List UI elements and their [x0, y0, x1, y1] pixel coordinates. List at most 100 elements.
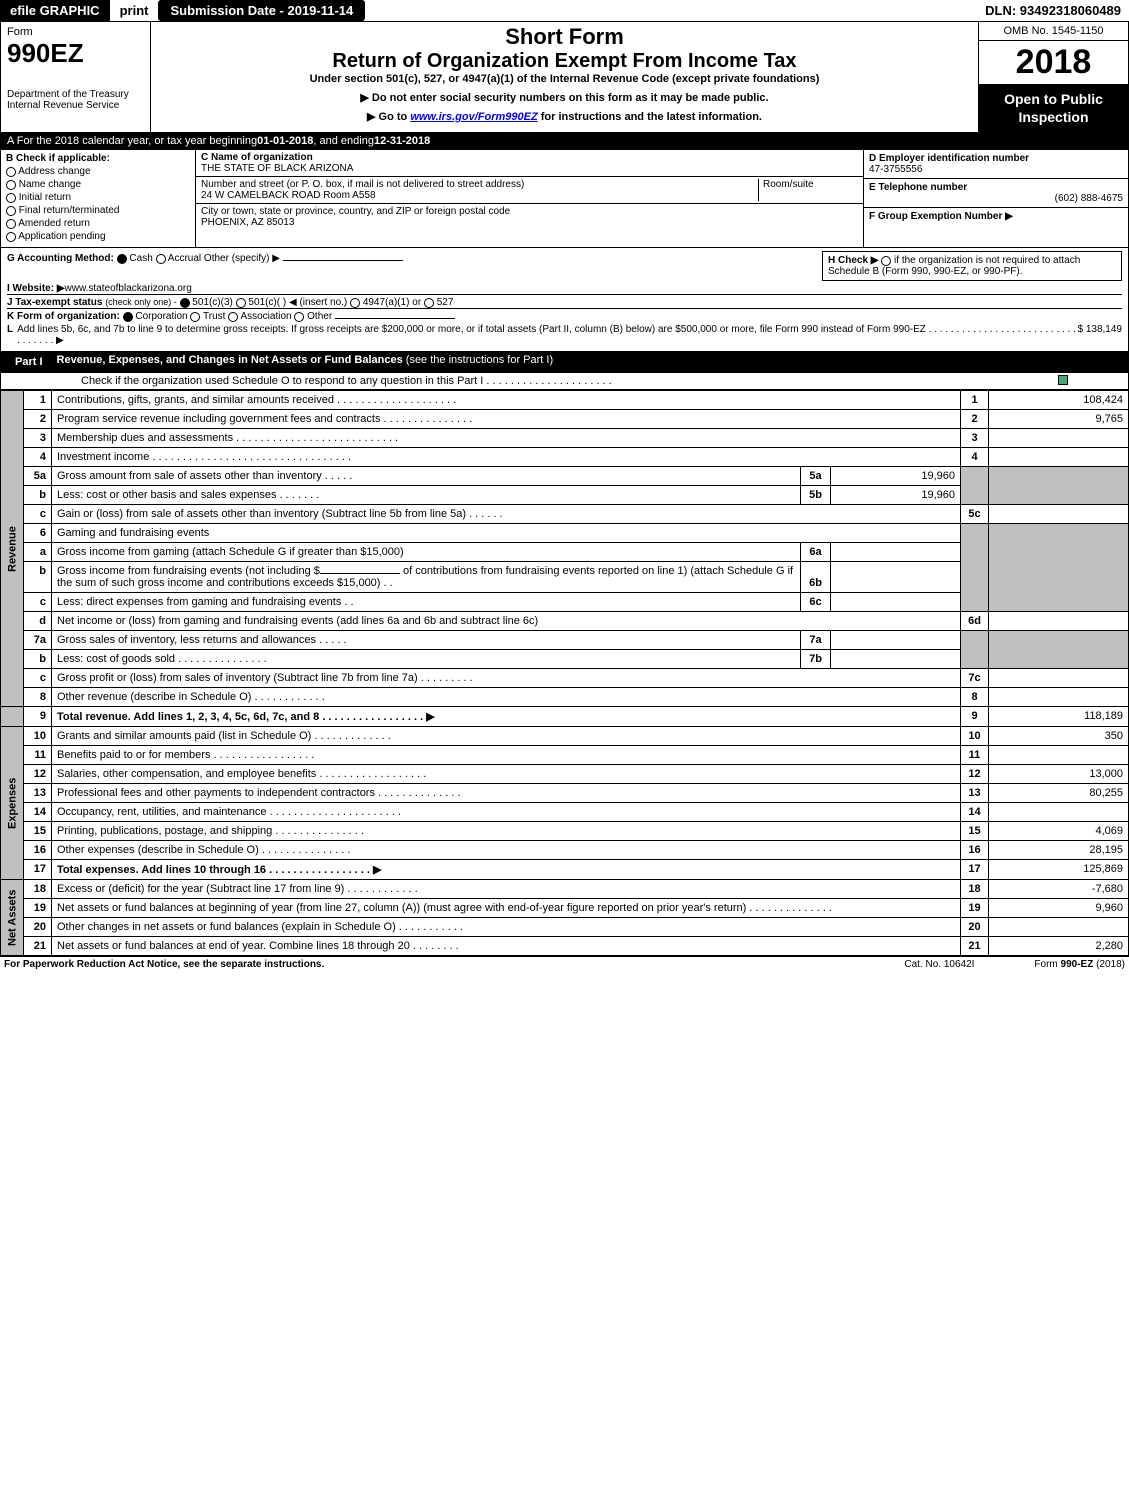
open-inspection: Open to Public Inspection: [979, 84, 1128, 132]
dept-treasury: Department of the Treasury: [7, 89, 144, 100]
line21-desc: Net assets or fund balances at end of ye…: [52, 937, 961, 956]
line15-val: 4,069: [989, 822, 1129, 841]
radio-cash[interactable]: [117, 254, 127, 264]
side-revenue: Revenue: [1, 391, 24, 707]
line3-val: [989, 429, 1129, 448]
line-g: G Accounting Method: Cash Accrual Other …: [7, 253, 822, 264]
ein-value: 47-3755556: [869, 164, 1123, 175]
section-g-to-l: G Accounting Method: Cash Accrual Other …: [0, 248, 1129, 352]
main-title: Return of Organization Exempt From Incom…: [159, 50, 970, 73]
form-label: Form: [7, 26, 144, 38]
footer-notice: For Paperwork Reduction Act Notice, see …: [4, 959, 324, 970]
submission-date: Submission Date - 2019-11-14: [158, 0, 365, 21]
line5b-val: 19,960: [831, 486, 961, 505]
line16-desc: Other expenses (describe in Schedule O) …: [52, 841, 961, 860]
line10-val: 350: [989, 727, 1129, 746]
line13-desc: Professional fees and other payments to …: [52, 784, 961, 803]
line18-val: -7,680: [989, 880, 1129, 899]
note-ssn: ▶ Do not enter social security numbers o…: [159, 91, 970, 104]
line-i: I Website: ▶www.stateofblackarizona.org: [7, 283, 1122, 295]
line-l: L Add lines 5b, 6c, and 7b to line 9 to …: [7, 324, 1122, 346]
print-link[interactable]: print: [110, 0, 159, 21]
side-netassets: Net Assets: [1, 880, 24, 956]
street-label: Number and street (or P. O. box, if mail…: [201, 179, 758, 190]
line14-desc: Occupancy, rent, utilities, and maintena…: [52, 803, 961, 822]
line6b-desc: Gross income from fundraising events (no…: [52, 562, 801, 593]
section-b-checkboxes: B Check if applicable: Address change Na…: [1, 150, 196, 247]
radio-accrual[interactable]: [156, 254, 166, 264]
cb-amended[interactable]: [6, 219, 16, 229]
line12-val: 13,000: [989, 765, 1129, 784]
line19-desc: Net assets or fund balances at beginning…: [52, 899, 961, 918]
section-b: B Check if applicable: Address change Na…: [0, 150, 1129, 248]
line7c-desc: Gross profit or (loss) from sales of inv…: [52, 669, 961, 688]
line11-desc: Benefits paid to or for members . . . . …: [52, 746, 961, 765]
line8-desc: Other revenue (describe in Schedule O) .…: [52, 688, 961, 707]
line6-desc: Gaming and fundraising events: [52, 524, 961, 543]
line4-val: [989, 448, 1129, 467]
line5c-desc: Gain or (loss) from sale of assets other…: [52, 505, 961, 524]
part1-title: Revenue, Expenses, and Changes in Net As…: [57, 354, 403, 366]
dept-irs: Internal Revenue Service: [7, 100, 144, 111]
line2-val: 9,765: [989, 410, 1129, 429]
part1-checkbox[interactable]: [1058, 375, 1068, 385]
form-number: 990EZ: [7, 38, 144, 69]
line10-desc: Grants and similar amounts paid (list in…: [52, 727, 961, 746]
line21-val: 2,280: [989, 937, 1129, 956]
line5b-desc: Less: cost or other basis and sales expe…: [52, 486, 801, 505]
cb-address[interactable]: [6, 167, 16, 177]
efile-label: efile GRAPHIC: [0, 0, 110, 21]
line5a-val: 19,960: [831, 467, 961, 486]
radio-501c3[interactable]: [180, 298, 190, 308]
topbar: efile GRAPHIC print Submission Date - 20…: [0, 0, 1129, 22]
page-footer: For Paperwork Reduction Act Notice, see …: [0, 956, 1129, 972]
line3-desc: Membership dues and assessments . . . . …: [52, 429, 961, 448]
irs-link[interactable]: www.irs.gov/Form990EZ: [410, 111, 537, 123]
phone-value: (602) 888-4675: [869, 193, 1123, 204]
street-address: 24 W CAMELBACK ROAD Room A558: [201, 190, 758, 201]
line7a-val: [831, 631, 961, 650]
line17-desc: Total expenses. Add lines 10 through 16 …: [52, 860, 961, 880]
line6d-val: [989, 612, 1129, 631]
city-state-zip: PHOENIX, AZ 85013: [201, 217, 858, 228]
section-b-center: C Name of organization THE STATE OF BLAC…: [196, 150, 863, 247]
radio-4947[interactable]: [350, 298, 360, 308]
radio-trust[interactable]: [190, 312, 200, 322]
line18-desc: Excess or (deficit) for the year (Subtra…: [52, 880, 961, 899]
radio-corp[interactable]: [123, 312, 133, 322]
part1-check-row: Check if the organization used Schedule …: [0, 373, 1129, 390]
line17-val: 125,869: [989, 860, 1129, 880]
website-url[interactable]: www.stateofblackarizona.org: [65, 283, 192, 294]
dln-number: DLN: 93492318060489: [977, 0, 1129, 21]
line6a-val: [831, 543, 961, 562]
cb-name[interactable]: [6, 180, 16, 190]
line7c-val: [989, 669, 1129, 688]
year-end: 12-31-2018: [374, 135, 430, 147]
omb-number: OMB No. 1545-1150: [979, 22, 1128, 41]
cb-pending[interactable]: [6, 232, 16, 242]
year-begin: 01-01-2018: [257, 135, 313, 147]
ein-label: D Employer identification number: [869, 153, 1123, 164]
line5c-val: [989, 505, 1129, 524]
calendar-row: A For the 2018 calendar year, or tax yea…: [0, 133, 1129, 150]
line6b-val: [831, 562, 961, 593]
line9-desc: Total revenue. Add lines 1, 2, 3, 4, 5c,…: [52, 707, 961, 727]
part1-label: Part I: [9, 354, 49, 370]
radio-h[interactable]: [881, 256, 891, 266]
subtitle: Under section 501(c), 527, or 4947(a)(1)…: [159, 73, 970, 85]
radio-527[interactable]: [424, 298, 434, 308]
line6c-desc: Less: direct expenses from gaming and fu…: [52, 593, 801, 612]
radio-assoc[interactable]: [228, 312, 238, 322]
short-form-title: Short Form: [159, 24, 970, 50]
org-name: THE STATE OF BLACK ARIZONA: [201, 163, 858, 174]
cb-final[interactable]: [6, 206, 16, 216]
gross-receipts-total: $ 138,149: [1078, 324, 1123, 346]
side-expenses: Expenses: [1, 727, 24, 880]
line20-desc: Other changes in net assets or fund bala…: [52, 918, 961, 937]
radio-501c[interactable]: [236, 298, 246, 308]
room-label: Room/suite: [758, 179, 858, 201]
radio-other[interactable]: [294, 312, 304, 322]
line4-desc: Investment income . . . . . . . . . . . …: [52, 448, 961, 467]
line11-val: [989, 746, 1129, 765]
cb-initial[interactable]: [6, 193, 16, 203]
